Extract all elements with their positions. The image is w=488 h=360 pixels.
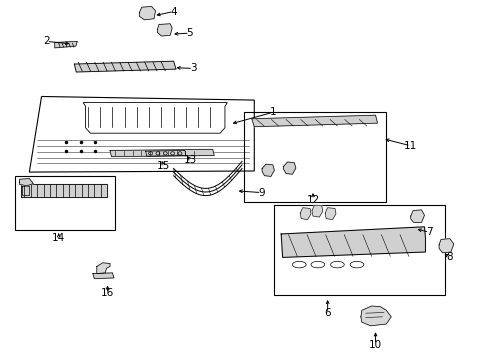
Text: 6: 6 [324, 308, 330, 318]
Text: 8: 8 [446, 252, 452, 262]
Text: 11: 11 [403, 141, 417, 151]
Polygon shape [20, 184, 106, 197]
Polygon shape [110, 149, 214, 157]
Text: 13: 13 [183, 155, 197, 165]
Polygon shape [262, 164, 274, 176]
Bar [244, 112, 386, 202]
Polygon shape [311, 205, 322, 217]
Polygon shape [93, 273, 114, 279]
Text: 5: 5 [186, 28, 193, 38]
Text: 3: 3 [189, 63, 196, 73]
Polygon shape [281, 227, 425, 257]
Polygon shape [157, 24, 172, 36]
Polygon shape [325, 208, 335, 220]
Polygon shape [251, 115, 377, 127]
Bar [273, 205, 444, 295]
Polygon shape [438, 239, 453, 253]
Text: 10: 10 [368, 340, 381, 350]
Polygon shape [360, 306, 390, 326]
Text: 14: 14 [52, 233, 65, 243]
Text: 9: 9 [258, 188, 264, 198]
Polygon shape [74, 61, 176, 72]
Text: 4: 4 [170, 6, 177, 17]
Polygon shape [410, 210, 424, 222]
Text: 2: 2 [43, 36, 50, 46]
Polygon shape [20, 179, 33, 186]
Polygon shape [300, 208, 310, 220]
Text: 7: 7 [425, 227, 432, 237]
Text: 1: 1 [269, 107, 276, 117]
Bar [15, 176, 115, 230]
Polygon shape [97, 263, 110, 274]
Polygon shape [139, 6, 155, 20]
Text: 12: 12 [305, 195, 319, 205]
Polygon shape [55, 41, 77, 48]
Text: 16: 16 [101, 288, 114, 298]
Polygon shape [283, 162, 295, 174]
Text: 15: 15 [157, 161, 170, 171]
Polygon shape [145, 150, 185, 156]
